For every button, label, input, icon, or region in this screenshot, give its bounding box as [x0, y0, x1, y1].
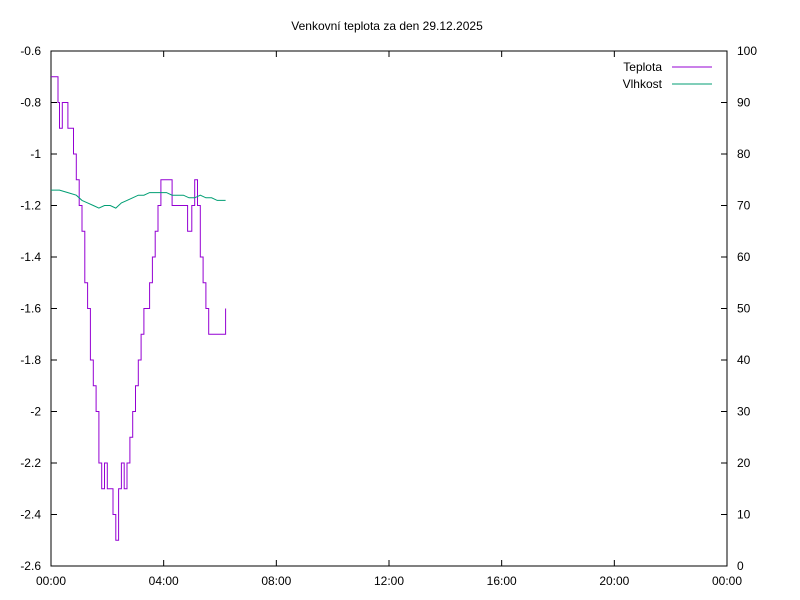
y-left-tick-label: -2.6 [20, 559, 41, 573]
y-right-tick-label: 60 [737, 250, 751, 264]
axis-ticks: 00:00 04:00 08:00 12:00 16:00 20:00 00:00 -0.6 -… [20, 44, 757, 588]
y-right-tick-label: 0 [737, 559, 744, 573]
y-left-tick-label: -1.4 [20, 250, 41, 264]
y-left-tick-label: -0.6 [20, 44, 41, 58]
x-tick-label: 20:00 [599, 574, 629, 588]
y-left-tick-label: -1 [30, 147, 41, 161]
y-right-tick-label: 80 [737, 147, 751, 161]
x-tick-label: 00:00 [712, 574, 742, 588]
y-right-tick-label: 50 [737, 302, 751, 316]
x-tick-label: 04:00 [149, 574, 179, 588]
y-right-tick-label: 20 [737, 456, 751, 470]
x-tick-label: 00:00 [36, 574, 66, 588]
series-layer [51, 76, 227, 541]
y-left-tick-label: -2.2 [20, 456, 41, 470]
y-right-tick-label: 10 [737, 508, 751, 522]
y-left-tick-label: -1.8 [20, 353, 41, 367]
chart-title: Venkovní teplota za den 29.12.2025 [291, 19, 483, 33]
legend-label-teplota: Teplota [623, 60, 662, 74]
legend: Teplota Vlhkost [623, 60, 712, 91]
y-right-tick-label: 100 [737, 44, 757, 58]
series-line-vlhkost [51, 189, 226, 209]
y-right-tick-label: 90 [737, 96, 751, 110]
legend-label-vlhkost: Vlhkost [623, 77, 663, 91]
y-right-tick-label: 70 [737, 199, 751, 213]
y-left-tick-label: -2 [30, 405, 41, 419]
x-tick-label: 08:00 [261, 574, 291, 588]
x-tick-label: 16:00 [487, 574, 517, 588]
y-left-tick-label: -2.4 [20, 508, 41, 522]
y-right-tick-label: 40 [737, 353, 751, 367]
y-left-tick-label: -1.6 [20, 302, 41, 316]
y-right-tick-label: 30 [737, 405, 751, 419]
y-left-tick-label: -1.2 [20, 199, 41, 213]
y-left-tick-label: -0.8 [20, 96, 41, 110]
x-tick-label: 12:00 [374, 574, 404, 588]
series-line-teplota [51, 76, 227, 541]
